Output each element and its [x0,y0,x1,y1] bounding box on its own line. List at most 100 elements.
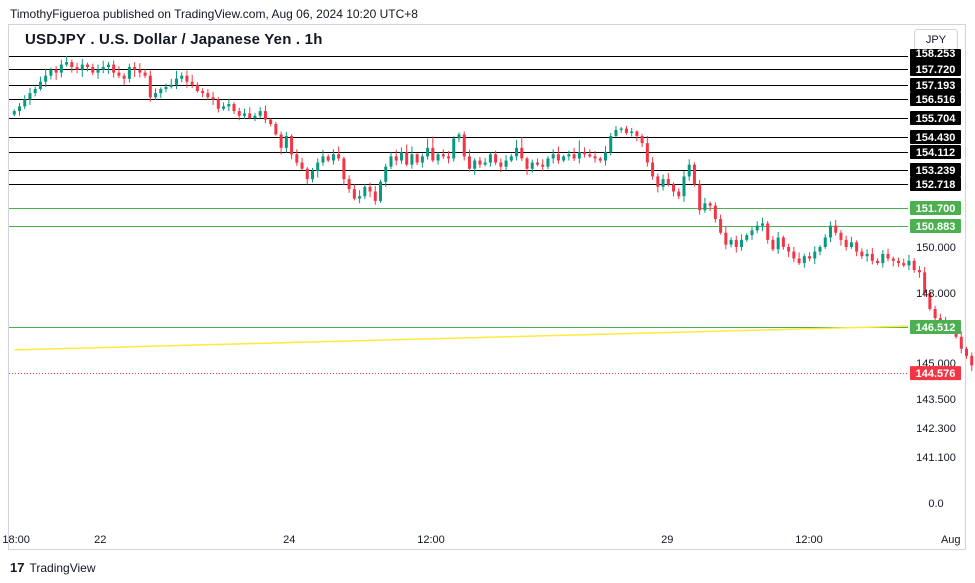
candle [138,63,142,78]
candle [672,182,676,197]
candle [755,221,759,234]
candle [23,95,27,110]
candle-body [682,176,686,197]
candle-body [452,138,456,159]
candle [295,149,299,166]
candle [373,186,377,205]
candle [180,72,184,83]
candle [860,248,864,259]
candle [201,88,205,98]
level-price-label: 146.512 [910,320,961,334]
candle-body [242,113,246,116]
candle-body [216,99,220,109]
candle [797,252,801,265]
candle-body [687,164,691,177]
candle-body [159,88,163,94]
candle-body [708,203,712,206]
candle [154,88,158,100]
candle-body [70,62,74,68]
candle-body [54,69,58,73]
candle [923,267,927,297]
candle [651,157,655,180]
candle [917,266,921,278]
candle [530,159,534,173]
candle [614,126,618,138]
candle [792,247,796,263]
candle-body [933,308,937,319]
candle [567,150,571,161]
candle [290,134,294,160]
candle [965,346,969,359]
candle [933,305,937,323]
candle [49,67,53,80]
candle [368,182,372,198]
candle [337,146,341,161]
price-label-box [910,201,961,215]
candle [494,150,498,166]
price-label-text: 153.239 [916,165,956,177]
candle-body [18,106,22,112]
candle-body [520,147,524,159]
candle [876,258,880,265]
candle-body [567,154,571,157]
candle-body [504,160,508,167]
candle-body [405,152,409,165]
candle-body [965,348,969,356]
candle-body [515,147,519,157]
candle [562,154,566,163]
currency-button[interactable]: JPY [914,29,958,51]
candle-body [122,75,126,79]
candle-body [672,184,676,192]
candle [624,125,628,135]
candle [520,137,524,161]
candle [781,235,785,250]
candle-body [677,191,681,197]
candle [478,156,482,168]
candle [907,254,911,270]
candle [311,167,315,183]
candle-body [839,232,843,240]
price-label-text: 150.883 [916,221,956,233]
candle [263,105,267,124]
candle [232,102,236,114]
candle [426,138,430,160]
level-price-label: 152.718 [910,177,961,191]
candle-body [321,156,325,163]
candle [452,136,456,162]
candle [855,240,859,257]
candle-body [870,253,874,261]
candle [216,97,220,113]
price-label-box [910,62,961,76]
candle [551,149,555,164]
candle-body [488,154,492,163]
candle-body [808,256,812,259]
candle-body [755,225,759,231]
candle [703,197,707,213]
candle [195,82,199,93]
candle-body [148,75,152,98]
chart-title: USDJPY . U.S. Dollar / Japanese Yen . 1h [25,31,323,48]
candle [661,174,665,191]
candle-body [112,64,116,73]
candle-body [541,164,545,167]
candle-body [384,166,388,182]
candle [206,88,210,100]
candle-body [337,154,341,159]
candle-body [645,143,649,163]
level-price-label: 151.700 [910,201,961,215]
candle-body [666,179,670,185]
candle-body [535,162,539,165]
candle [237,107,241,121]
candle [849,236,853,249]
candle-body [494,154,498,163]
candle [834,219,838,236]
x-tick-label: Aug [941,534,961,546]
candle-body [389,156,393,167]
candle [415,152,419,166]
candle-body [33,88,37,94]
candle [54,66,58,80]
candle-body [117,72,121,76]
candle [80,59,84,77]
candle-body [101,67,105,70]
